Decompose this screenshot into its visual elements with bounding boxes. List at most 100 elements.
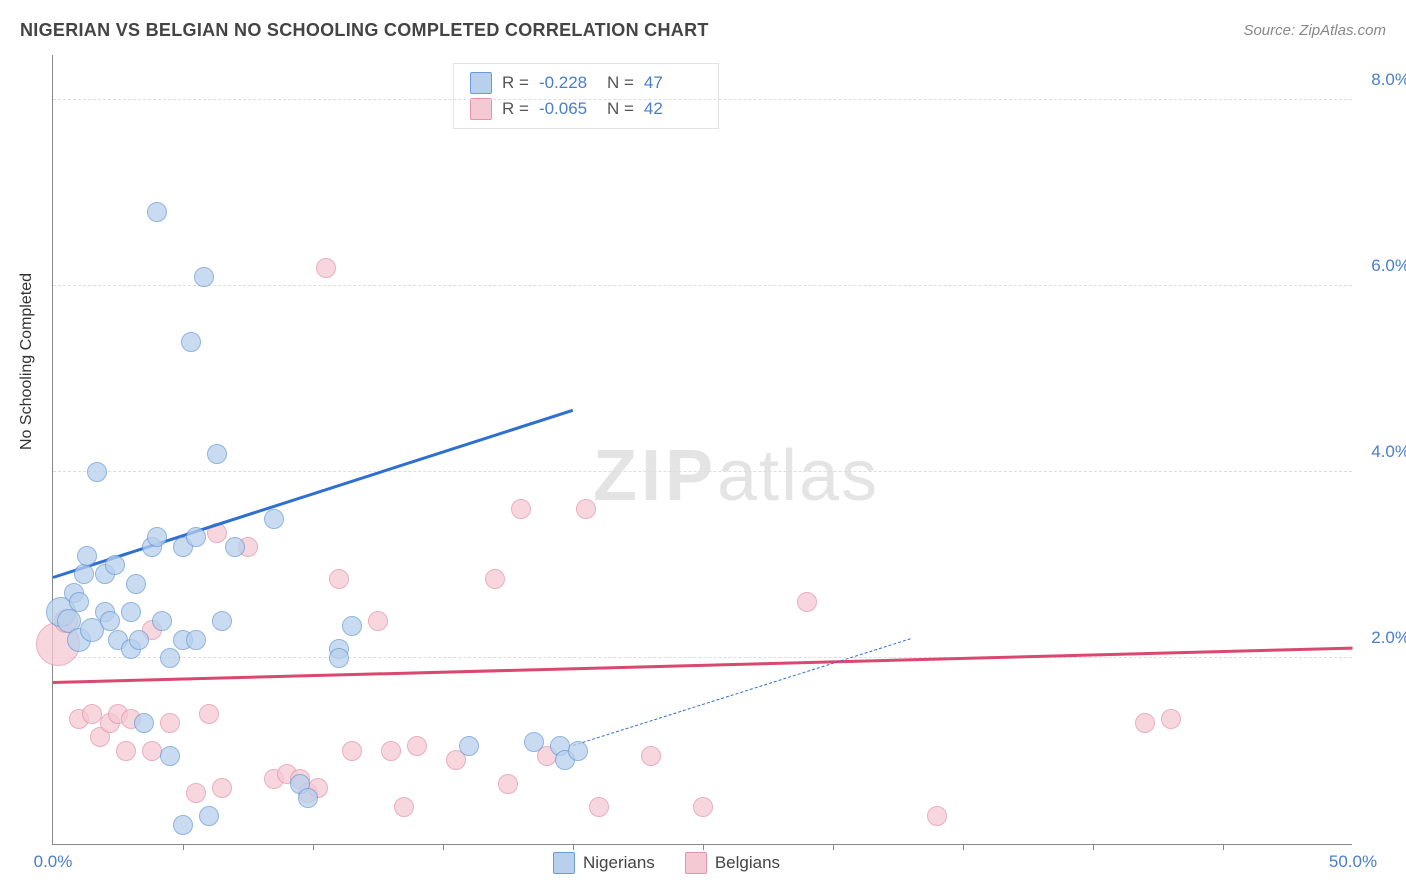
- data-point: [368, 611, 388, 631]
- data-point: [121, 602, 141, 622]
- data-point: [485, 569, 505, 589]
- data-point: [342, 741, 362, 761]
- data-point: [589, 797, 609, 817]
- data-point: [64, 583, 84, 603]
- data-point: [524, 732, 544, 752]
- data-point: [87, 462, 107, 482]
- r-label: R =: [502, 70, 529, 96]
- data-point: [134, 713, 154, 733]
- data-point: [82, 704, 102, 724]
- data-point: [147, 202, 167, 222]
- data-point: [277, 764, 297, 784]
- data-point: [152, 611, 172, 631]
- data-point: [129, 630, 149, 650]
- data-point: [207, 444, 227, 464]
- data-point: [36, 622, 80, 666]
- data-point: [186, 630, 206, 650]
- swatch-nigerians: [553, 852, 575, 874]
- data-point: [160, 713, 180, 733]
- data-point: [160, 648, 180, 668]
- data-point: [80, 618, 104, 642]
- data-point: [126, 574, 146, 594]
- data-point: [116, 741, 136, 761]
- x-tick-label-max: 50.0%: [1329, 852, 1377, 872]
- data-point: [173, 537, 193, 557]
- correlation-legend: R = -0.228 N = 47 R = -0.065 N = 42: [453, 63, 719, 129]
- data-point: [100, 611, 120, 631]
- data-point: [298, 783, 318, 803]
- data-point: [69, 592, 89, 612]
- data-point: [641, 746, 661, 766]
- data-point: [693, 797, 713, 817]
- data-point: [225, 537, 245, 557]
- data-point: [108, 630, 128, 650]
- x-tick: [573, 844, 574, 850]
- data-point: [290, 774, 310, 794]
- data-point: [329, 648, 349, 668]
- data-point: [576, 499, 596, 519]
- data-point: [550, 736, 570, 756]
- data-point: [57, 609, 81, 633]
- data-point: [308, 778, 328, 798]
- data-point: [394, 797, 414, 817]
- source-label: Source: ZipAtlas.com: [1243, 22, 1386, 39]
- data-point: [537, 746, 557, 766]
- swatch-belgians: [470, 98, 492, 120]
- data-point: [142, 620, 162, 640]
- data-point: [54, 609, 78, 633]
- data-point: [212, 778, 232, 798]
- data-point: [142, 741, 162, 761]
- data-point: [446, 750, 466, 770]
- data-point: [108, 704, 128, 724]
- data-point: [1161, 709, 1181, 729]
- data-point: [498, 774, 518, 794]
- x-tick: [313, 844, 314, 850]
- swatch-nigerians: [470, 72, 492, 94]
- x-tick: [963, 844, 964, 850]
- y-tick-label: 6.0%: [1371, 256, 1406, 276]
- x-tick-label-min: 0.0%: [34, 852, 73, 872]
- chart-title: NIGERIAN VS BELGIAN NO SCHOOLING COMPLET…: [20, 20, 709, 41]
- x-tick: [833, 844, 834, 850]
- data-point: [555, 750, 575, 770]
- x-tick: [1223, 844, 1224, 850]
- data-point: [95, 564, 115, 584]
- data-point: [95, 602, 115, 622]
- data-point: [290, 769, 310, 789]
- data-point: [238, 537, 258, 557]
- y-tick-label: 2.0%: [1371, 628, 1406, 648]
- data-point: [194, 267, 214, 287]
- data-point: [100, 713, 120, 733]
- plot-area: R = -0.228 N = 47 R = -0.065 N = 42 ZIPa…: [52, 55, 1352, 845]
- data-point: [511, 499, 531, 519]
- data-point: [316, 258, 336, 278]
- data-point: [381, 741, 401, 761]
- x-tick: [703, 844, 704, 850]
- legend-item-nigerians: Nigerians: [553, 852, 655, 874]
- x-tick: [183, 844, 184, 850]
- data-point: [459, 736, 479, 756]
- gridline: [53, 657, 1352, 658]
- data-point: [121, 709, 141, 729]
- watermark-rest: atlas: [717, 436, 879, 516]
- series-name-nigerians: Nigerians: [583, 853, 655, 873]
- data-point: [342, 616, 362, 636]
- data-point: [329, 569, 349, 589]
- data-point: [298, 788, 318, 808]
- watermark: ZIPatlas: [593, 435, 879, 517]
- trend-line: [573, 639, 911, 747]
- y-tick-label: 8.0%: [1371, 70, 1406, 90]
- n-value-nigerians: 47: [644, 70, 702, 96]
- data-point: [212, 611, 232, 631]
- data-point: [121, 639, 141, 659]
- watermark-bold: ZIP: [593, 436, 717, 516]
- data-point: [797, 592, 817, 612]
- x-tick: [1093, 844, 1094, 850]
- data-point: [199, 704, 219, 724]
- data-point: [1135, 713, 1155, 733]
- data-point: [329, 639, 349, 659]
- data-point: [181, 332, 201, 352]
- series-name-belgians: Belgians: [715, 853, 780, 873]
- data-point: [69, 709, 89, 729]
- data-point: [186, 783, 206, 803]
